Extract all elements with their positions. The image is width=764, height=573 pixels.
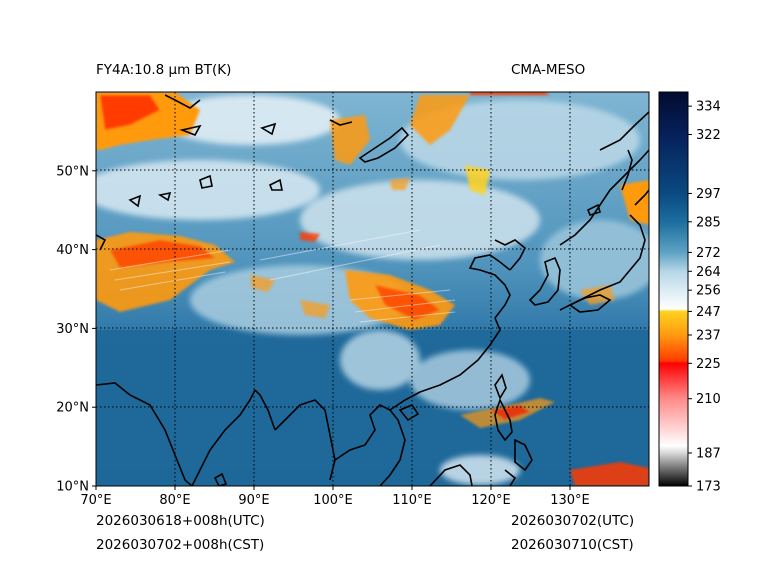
- lat-tick-label: 10°N: [56, 480, 89, 495]
- colorbar-ticks: 334 322 297 285 272 264 256 247 237 225 210 187 173: [688, 100, 721, 495]
- map-title-left: FY4A:10.8 µm BT(K): [96, 62, 232, 78]
- lat-tick-label: 30°N: [56, 322, 89, 337]
- map-frame: [95, 91, 650, 487]
- coastlines: [96, 94, 649, 486]
- colorbar-tick-label: 247: [696, 305, 721, 320]
- colorbar-tick-label: 187: [696, 446, 721, 461]
- lon-tick-label: 90°E: [238, 493, 269, 508]
- cold-cloud-tops: [96, 92, 649, 486]
- colorbar-tick-label: 334: [696, 100, 721, 115]
- colorbar-tick-label: 322: [696, 128, 721, 143]
- lat-tick-label: 40°N: [56, 243, 89, 258]
- latitude-axis: 10°N 20°N 30°N 40°N 50°N: [56, 164, 96, 495]
- colorbar-tick-label: 272: [696, 246, 721, 261]
- init-time-cst: 2026030702+008h(CST): [96, 537, 265, 553]
- lon-tick-label: 80°E: [159, 493, 190, 508]
- graticule: [96, 92, 649, 486]
- colorbar-tick-label: 210: [696, 392, 721, 407]
- longitude-axis: 70°E 80°E 90°E 100°E 110°E 120°E 130°E: [80, 486, 590, 508]
- colorbar: 334 322 297 285 272 264 256 247 237 225 210 187 173: [658, 91, 721, 495]
- colorbar-tick-label: 256: [696, 284, 721, 299]
- lon-tick-label: 130°E: [550, 493, 590, 508]
- lat-tick-label: 20°N: [56, 401, 89, 416]
- colorbar-tick-label: 297: [696, 187, 721, 202]
- lon-tick-label: 110°E: [392, 493, 432, 508]
- colorbar-tick-label: 173: [696, 480, 721, 495]
- colorbar-frame: [658, 91, 689, 487]
- lon-tick-label: 100°E: [313, 493, 353, 508]
- colorbar-tick-label: 225: [696, 357, 721, 372]
- lat-tick-label: 50°N: [56, 164, 89, 179]
- lon-tick-label: 70°E: [80, 493, 111, 508]
- valid-time-cst: 2026030710(CST): [511, 537, 634, 553]
- valid-time-utc: 2026030702(UTC): [511, 513, 635, 529]
- lon-tick-label: 120°E: [471, 493, 511, 508]
- colorbar-tick-label: 264: [696, 265, 721, 280]
- colorbar-ramp: [659, 92, 688, 486]
- init-time-utc: 2026030618+008h(UTC): [96, 513, 265, 529]
- colorbar-tick-label: 237: [696, 329, 721, 344]
- map-title-right: CMA-MESO: [511, 62, 586, 78]
- colorbar-tick-label: 285: [696, 215, 721, 230]
